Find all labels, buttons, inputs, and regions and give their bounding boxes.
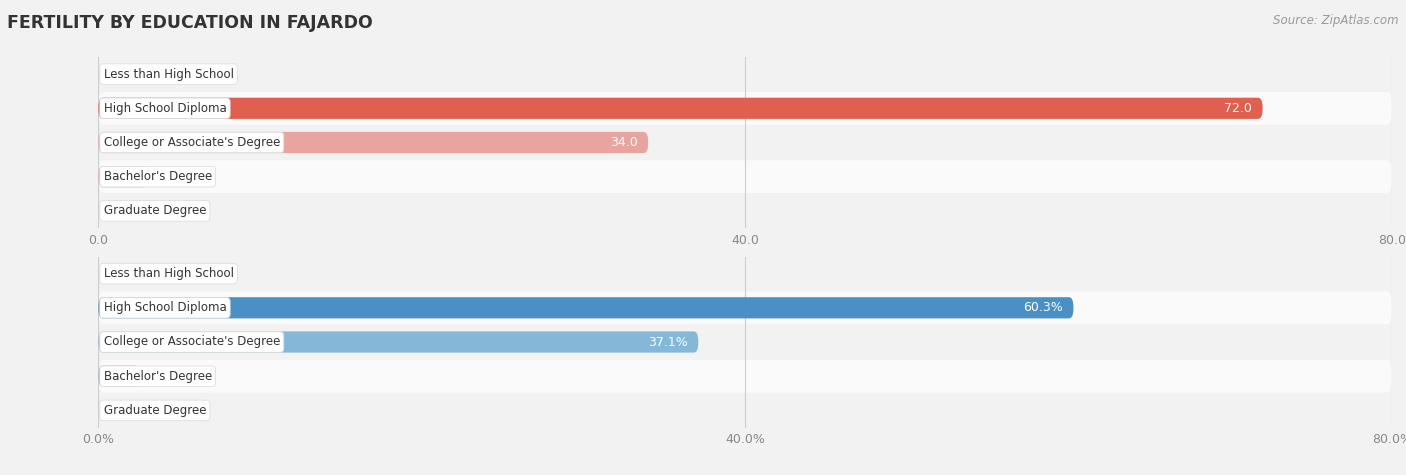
FancyBboxPatch shape bbox=[98, 57, 1392, 91]
FancyBboxPatch shape bbox=[98, 291, 1392, 324]
Text: 72.0: 72.0 bbox=[1225, 102, 1253, 115]
Text: 0.0: 0.0 bbox=[114, 67, 134, 81]
Text: 2.6%: 2.6% bbox=[156, 370, 188, 383]
Text: FERTILITY BY EDUCATION IN FAJARDO: FERTILITY BY EDUCATION IN FAJARDO bbox=[7, 14, 373, 32]
FancyBboxPatch shape bbox=[98, 366, 141, 387]
FancyBboxPatch shape bbox=[98, 166, 148, 187]
Text: Bachelor's Degree: Bachelor's Degree bbox=[104, 170, 212, 183]
Text: College or Associate's Degree: College or Associate's Degree bbox=[104, 136, 280, 149]
FancyBboxPatch shape bbox=[98, 360, 1392, 393]
Text: High School Diploma: High School Diploma bbox=[104, 102, 226, 115]
FancyBboxPatch shape bbox=[98, 98, 1263, 119]
Text: Graduate Degree: Graduate Degree bbox=[104, 204, 207, 218]
FancyBboxPatch shape bbox=[98, 394, 1392, 427]
FancyBboxPatch shape bbox=[98, 194, 1392, 228]
Text: Graduate Degree: Graduate Degree bbox=[104, 404, 207, 417]
Text: Less than High School: Less than High School bbox=[104, 67, 233, 81]
FancyBboxPatch shape bbox=[98, 160, 1392, 193]
FancyBboxPatch shape bbox=[98, 92, 1392, 125]
Text: Source: ZipAtlas.com: Source: ZipAtlas.com bbox=[1274, 14, 1399, 27]
Text: Less than High School: Less than High School bbox=[104, 267, 233, 280]
FancyBboxPatch shape bbox=[98, 132, 648, 153]
Text: 0.0: 0.0 bbox=[114, 204, 134, 218]
Text: 0.0%: 0.0% bbox=[114, 404, 146, 417]
FancyBboxPatch shape bbox=[98, 126, 1392, 159]
Text: Bachelor's Degree: Bachelor's Degree bbox=[104, 370, 212, 383]
FancyBboxPatch shape bbox=[98, 332, 699, 352]
Text: 60.3%: 60.3% bbox=[1024, 301, 1063, 314]
Text: 0.0%: 0.0% bbox=[114, 267, 146, 280]
FancyBboxPatch shape bbox=[98, 297, 1073, 318]
Text: 34.0: 34.0 bbox=[610, 136, 638, 149]
Text: High School Diploma: High School Diploma bbox=[104, 301, 226, 314]
FancyBboxPatch shape bbox=[98, 257, 1392, 290]
Text: 3.0: 3.0 bbox=[163, 170, 183, 183]
Text: 37.1%: 37.1% bbox=[648, 335, 688, 349]
Text: College or Associate's Degree: College or Associate's Degree bbox=[104, 335, 280, 349]
FancyBboxPatch shape bbox=[98, 325, 1392, 359]
